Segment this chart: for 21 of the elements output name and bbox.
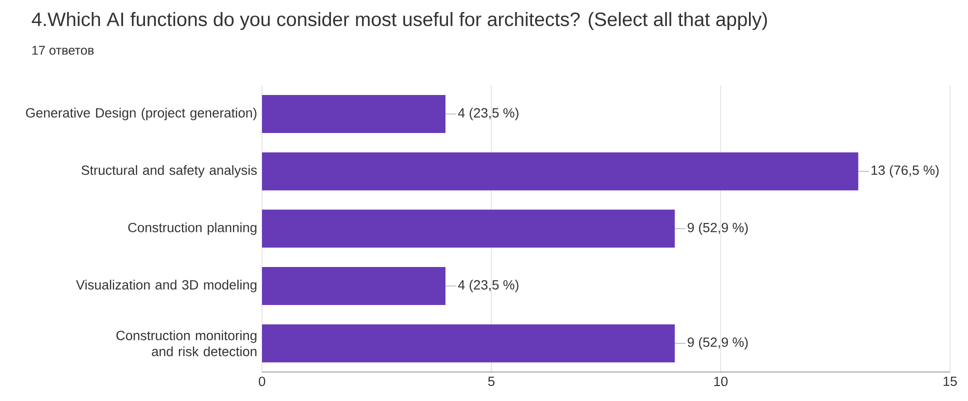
x-tick-label: 10 bbox=[714, 376, 728, 386]
bar bbox=[262, 324, 675, 362]
data-label: 9 (52,9 %) bbox=[688, 337, 748, 350]
bar bbox=[262, 267, 446, 306]
bar bbox=[262, 210, 675, 248]
data-label: 13 (76,5 %) bbox=[872, 165, 939, 178]
data-label: 9 (52,9 %) bbox=[688, 222, 748, 235]
text: 17 ответов bbox=[32, 46, 94, 55]
y-tick-label: Visualization and 3D modeling bbox=[76, 280, 256, 292]
y-tick-label: Generative Design (project generation) bbox=[26, 108, 256, 120]
y-tick-label: Construction monitoring and risk detection bbox=[116, 330, 256, 356]
data-label: 4 (23,5 %) bbox=[458, 280, 518, 292]
y-tick-label: Construction planning bbox=[128, 222, 256, 235]
bar bbox=[262, 95, 446, 134]
x-tick-label: 0 bbox=[258, 376, 266, 386]
data-label: 4 (23,5 %) bbox=[458, 108, 518, 120]
x-tick-label: 15 bbox=[944, 376, 957, 386]
y-tick-label: Structural and safety analysis bbox=[82, 165, 257, 178]
chart-title: 4.Which AI functions do you consider most useful for architects? (Select all that apply) bbox=[32, 12, 767, 30]
x-tick-label: 5 bbox=[488, 376, 494, 386]
bar bbox=[262, 152, 858, 190]
